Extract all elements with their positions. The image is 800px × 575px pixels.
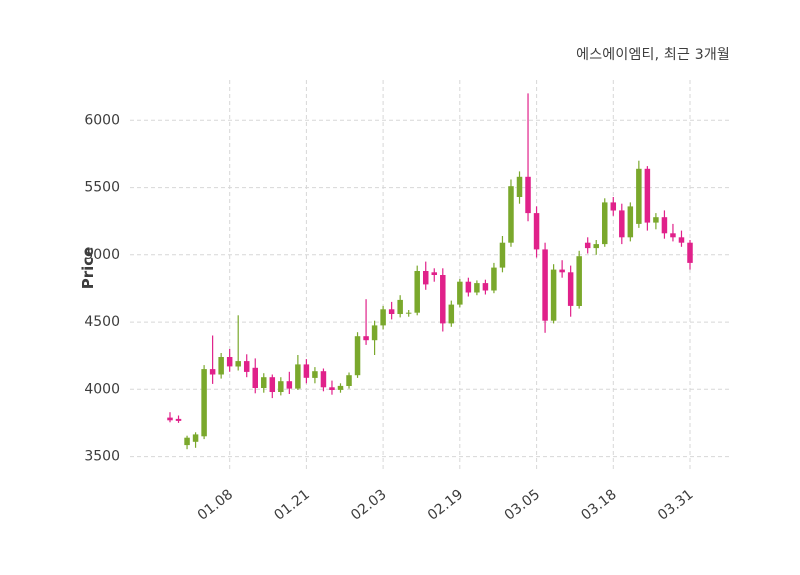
candle	[192, 432, 199, 448]
candle	[525, 93, 531, 222]
y-tick-label: 4000	[84, 381, 120, 397]
candle	[687, 240, 693, 270]
candle	[363, 299, 369, 345]
x-tick-label: 03.31	[655, 487, 696, 524]
candle	[602, 198, 608, 247]
x-tick-label: 01.08	[195, 487, 236, 524]
candle	[491, 262, 497, 294]
candle	[653, 213, 659, 230]
candle	[218, 353, 224, 379]
candle	[235, 315, 241, 371]
y-tick-label: 4500	[84, 314, 120, 330]
candle	[508, 179, 514, 247]
candle	[175, 415, 182, 423]
candle	[226, 349, 233, 372]
y-tick-label: 5500	[84, 180, 120, 196]
candle	[422, 261, 429, 290]
candle	[303, 359, 310, 384]
candle	[388, 301, 395, 320]
y-tick-label: 6000	[84, 112, 120, 128]
chart-title: 에스에이엠티, 최근 3개월	[576, 47, 730, 63]
candle	[627, 202, 634, 242]
candle	[209, 335, 216, 384]
candle	[243, 354, 250, 378]
candle	[167, 412, 173, 423]
candle	[567, 265, 574, 317]
price-axis-label: Price	[79, 246, 97, 290]
x-tick-label: 03.18	[578, 487, 619, 524]
candle	[295, 355, 301, 390]
candle	[482, 279, 489, 295]
candle	[670, 223, 676, 242]
candle	[286, 371, 293, 394]
x-tick-label: 01.21	[271, 487, 312, 524]
candle	[678, 230, 685, 247]
candle	[619, 203, 625, 245]
candle	[252, 358, 258, 394]
candle	[644, 166, 651, 231]
candle	[661, 210, 668, 239]
candle	[337, 383, 344, 393]
candle	[550, 264, 557, 324]
candle	[448, 300, 455, 327]
candle	[329, 380, 335, 395]
candle	[320, 368, 327, 392]
candle	[261, 373, 267, 393]
candle	[184, 435, 190, 450]
candle	[516, 171, 523, 204]
x-tick-label: 02.19	[425, 487, 466, 524]
x-tick-label: 02.03	[348, 487, 389, 524]
candle	[584, 237, 591, 254]
candle	[533, 206, 540, 258]
candle	[371, 320, 378, 355]
candle	[457, 279, 463, 308]
candle	[440, 268, 446, 332]
candle	[269, 374, 276, 399]
x-tick-label: 03.05	[502, 487, 543, 524]
candle	[397, 295, 403, 318]
candle	[201, 365, 207, 440]
candle	[380, 305, 386, 330]
y-tick-label: 5000	[84, 247, 120, 263]
candle	[542, 242, 548, 333]
candle	[559, 260, 565, 278]
candle	[431, 268, 438, 282]
candle	[474, 280, 480, 296]
candle	[610, 197, 617, 216]
candle	[278, 377, 284, 396]
y-tick-label: 3500	[84, 449, 120, 465]
candle	[499, 236, 506, 273]
candle	[354, 332, 361, 378]
candle	[346, 372, 352, 389]
candle	[405, 310, 412, 317]
candle	[576, 250, 582, 309]
candle	[312, 367, 318, 384]
candle	[593, 240, 599, 255]
candle	[636, 160, 642, 228]
candle	[414, 265, 420, 316]
candle	[465, 277, 472, 297]
